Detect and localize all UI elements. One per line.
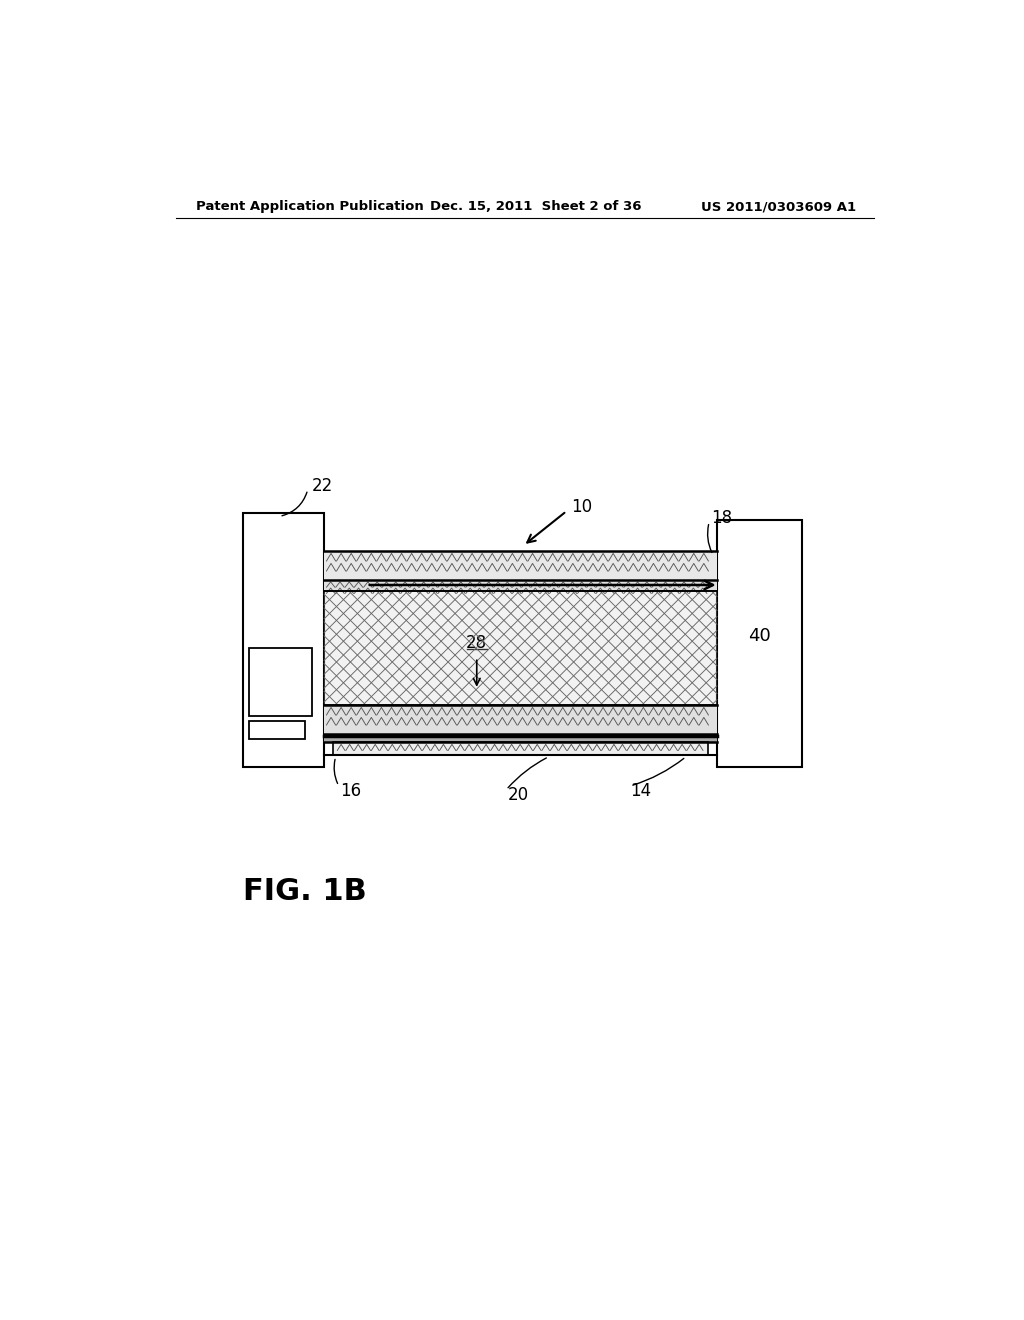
Text: 20: 20 <box>508 787 528 804</box>
Text: 26: 26 <box>266 721 288 739</box>
Text: 28: 28 <box>466 635 487 652</box>
Bar <box>324 734 717 742</box>
Text: US 2011/0303609 A1: US 2011/0303609 A1 <box>701 201 856 214</box>
Bar <box>249 648 312 715</box>
Bar <box>324 591 717 705</box>
Text: 22: 22 <box>311 477 333 495</box>
Text: 16: 16 <box>340 783 361 800</box>
Bar <box>324 581 717 591</box>
Bar <box>243 512 324 767</box>
Bar <box>717 520 802 767</box>
Text: 18: 18 <box>711 510 732 527</box>
Bar <box>249 721 305 739</box>
Bar <box>324 705 717 734</box>
Text: 14: 14 <box>630 783 651 800</box>
Text: FIG. 1B: FIG. 1B <box>243 876 367 906</box>
Text: 40: 40 <box>749 627 771 644</box>
Text: 10: 10 <box>571 498 593 516</box>
Bar <box>334 742 708 755</box>
Text: 30: 30 <box>270 673 291 690</box>
Bar <box>324 552 717 581</box>
Text: Patent Application Publication: Patent Application Publication <box>197 201 424 214</box>
Text: Dec. 15, 2011  Sheet 2 of 36: Dec. 15, 2011 Sheet 2 of 36 <box>430 201 642 214</box>
